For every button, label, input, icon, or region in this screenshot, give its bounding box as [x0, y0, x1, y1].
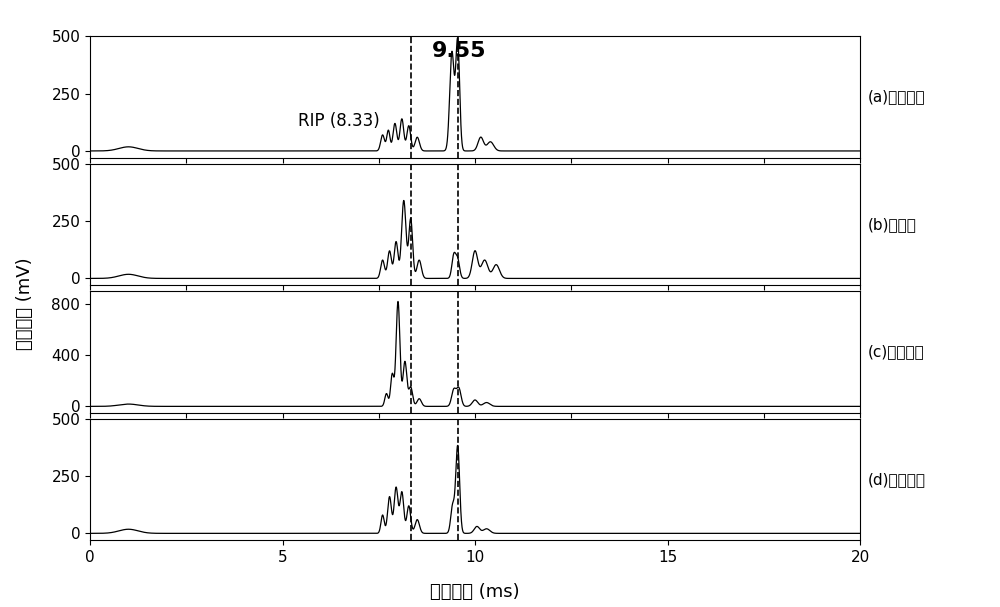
Text: (a)乙二硫醇: (a)乙二硫醇 — [868, 90, 925, 104]
Text: 信号强度 (mV): 信号强度 (mV) — [16, 257, 34, 350]
Text: 迁移时间 (ms): 迁移时间 (ms) — [430, 583, 520, 601]
Text: RIP (8.33): RIP (8.33) — [298, 112, 380, 131]
Text: 9.55: 9.55 — [432, 41, 487, 61]
Text: (c)二乙硫醚: (c)二乙硫醚 — [868, 345, 924, 359]
Text: (d)二甲硫醚: (d)二甲硫醚 — [868, 472, 926, 487]
Text: (b)乙硫醇: (b)乙硫醇 — [868, 217, 917, 232]
